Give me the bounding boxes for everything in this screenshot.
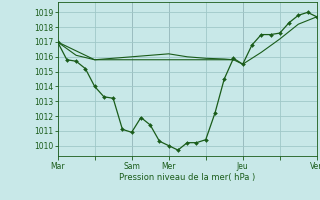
X-axis label: Pression niveau de la mer( hPa ): Pression niveau de la mer( hPa ) — [119, 173, 255, 182]
